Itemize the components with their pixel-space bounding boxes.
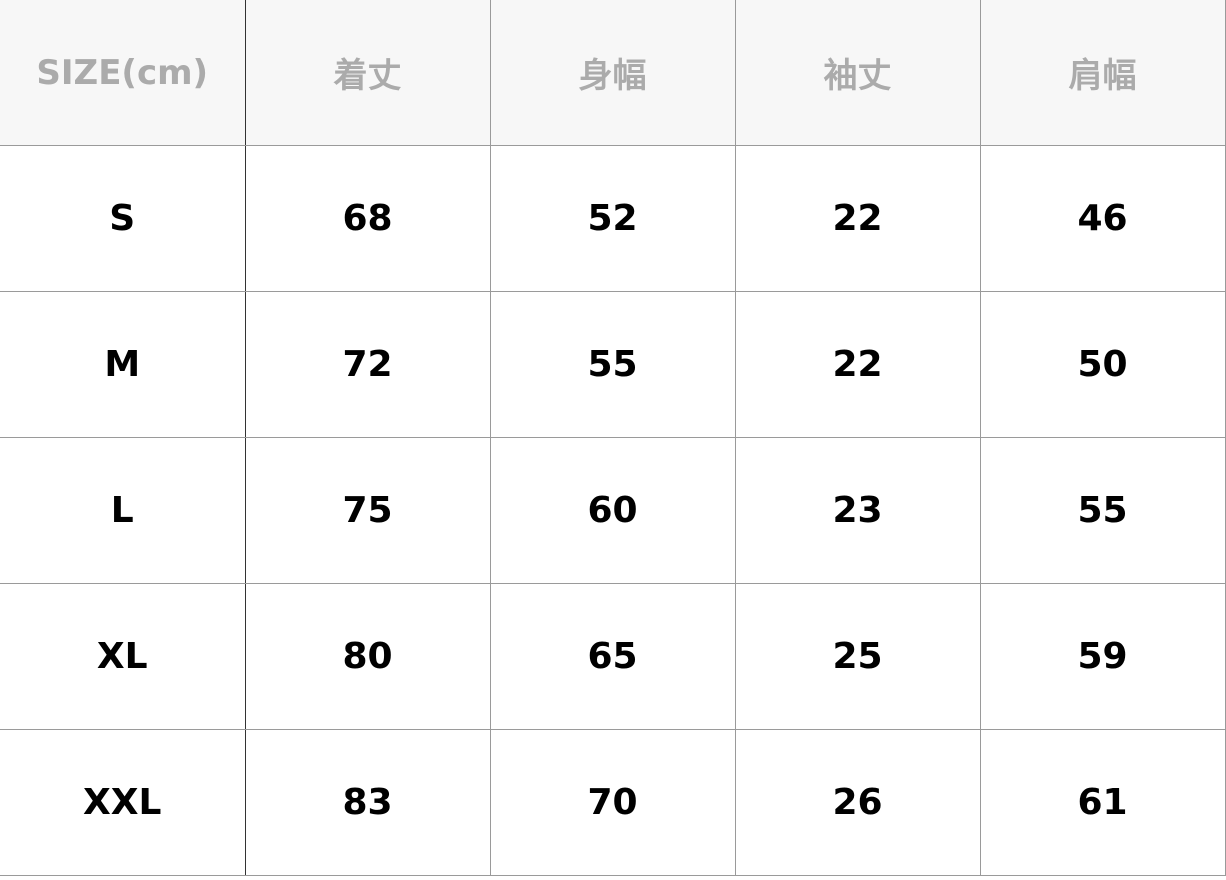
- table-row: XXL 83 70 26 61: [0, 729, 1226, 876]
- cell-sleeve: 22: [734, 291, 981, 438]
- table-row: M 72 55 22 50: [0, 291, 1226, 438]
- cell-shoulder: 46: [979, 145, 1226, 292]
- table-row: XL 80 65 25 59: [0, 583, 1226, 730]
- cell-length: 83: [244, 729, 491, 876]
- cell-width: 70: [489, 729, 736, 876]
- cell-width: 55: [489, 291, 736, 438]
- cell-size: M: [0, 291, 246, 438]
- header-length: 着丈: [244, 0, 491, 146]
- cell-length: 72: [244, 291, 491, 438]
- cell-shoulder: 55: [979, 437, 1226, 584]
- cell-shoulder: 59: [979, 583, 1226, 730]
- cell-sleeve: 22: [734, 145, 981, 292]
- cell-width: 65: [489, 583, 736, 730]
- header-width: 身幅: [489, 0, 736, 146]
- cell-length: 68: [244, 145, 491, 292]
- cell-size: XXL: [0, 729, 246, 876]
- cell-width: 60: [489, 437, 736, 584]
- table-row: L 75 60 23 55: [0, 437, 1226, 584]
- cell-shoulder: 61: [979, 729, 1226, 876]
- cell-size: S: [0, 145, 246, 292]
- cell-length: 80: [244, 583, 491, 730]
- cell-sleeve: 25: [734, 583, 981, 730]
- table-row: S 68 52 22 46: [0, 145, 1226, 292]
- cell-size: L: [0, 437, 246, 584]
- header-shoulder: 肩幅: [979, 0, 1226, 146]
- header-size: SIZE(cm): [0, 0, 246, 146]
- cell-sleeve: 26: [734, 729, 981, 876]
- cell-sleeve: 23: [734, 437, 981, 584]
- cell-shoulder: 50: [979, 291, 1226, 438]
- cell-width: 52: [489, 145, 736, 292]
- header-row: SIZE(cm) 着丈 身幅 袖丈 肩幅: [0, 0, 1226, 146]
- cell-length: 75: [244, 437, 491, 584]
- cell-size: XL: [0, 583, 246, 730]
- header-sleeve: 袖丈: [734, 0, 981, 146]
